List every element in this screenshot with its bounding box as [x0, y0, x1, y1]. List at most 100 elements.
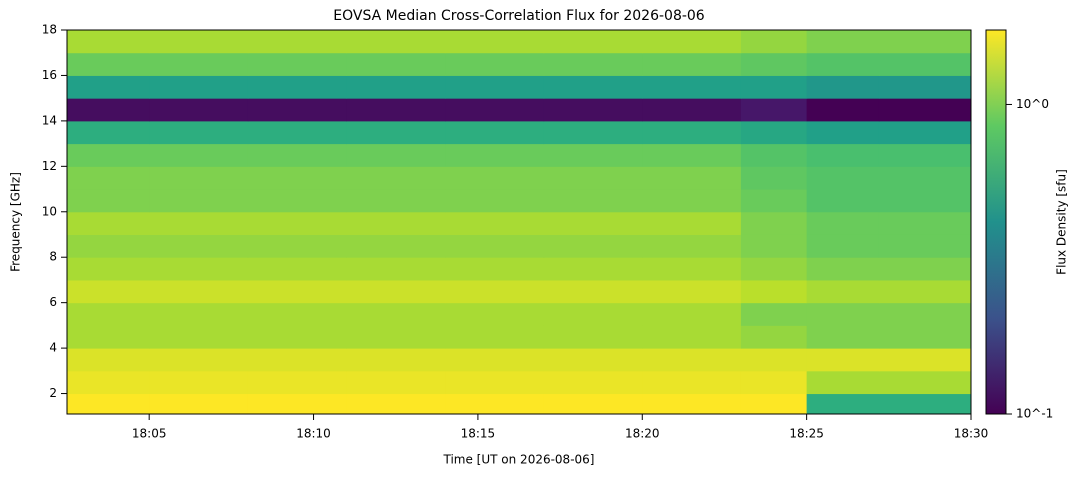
heatmap-cell — [67, 348, 150, 372]
heatmap-cell — [247, 348, 347, 372]
heatmap-cell — [642, 325, 742, 349]
heatmap-cell — [149, 370, 249, 395]
heatmap-cell — [67, 75, 150, 99]
heatmap-cell — [67, 143, 150, 167]
heatmap-cell — [346, 166, 446, 190]
heatmap-cell — [149, 348, 249, 372]
heatmap-cell — [642, 30, 742, 54]
heatmap-cell — [878, 143, 972, 167]
heatmap-cell — [67, 302, 150, 326]
heatmap-cell — [67, 30, 150, 54]
heatmap-cell — [806, 211, 880, 235]
heatmap-cell — [247, 166, 347, 190]
heatmap-cell — [67, 166, 150, 190]
heatmap-cell — [445, 52, 545, 76]
heatmap-cell — [878, 348, 972, 372]
heatmap-cell — [740, 211, 808, 235]
heatmap-cell — [740, 279, 808, 304]
heatmap-cell — [445, 75, 545, 99]
heatmap-cell — [346, 393, 446, 415]
heatmap-cell — [346, 52, 446, 76]
colorbar-tick-label: 10^0 — [1016, 97, 1049, 111]
heatmap-cell — [149, 325, 249, 349]
heatmap-cell — [806, 348, 880, 372]
heatmap-cell — [445, 279, 545, 304]
heatmap-cell — [445, 189, 545, 213]
heatmap-cell — [445, 30, 545, 54]
heatmap-cell — [878, 189, 972, 213]
heatmap-cell — [806, 143, 880, 167]
heatmap-cell — [642, 143, 742, 167]
heatmap-cell — [67, 234, 150, 258]
heatmap-cell — [740, 189, 808, 213]
heatmap-cell — [445, 348, 545, 372]
heatmap-cell — [642, 75, 742, 99]
heatmap-cell — [642, 348, 742, 372]
heatmap-cell — [740, 98, 808, 122]
heatmap-cell — [445, 211, 545, 235]
heatmap-cell — [247, 30, 347, 54]
heatmap-cell — [806, 279, 880, 304]
heatmap-cell — [543, 234, 643, 258]
heatmap-cell — [806, 52, 880, 76]
heatmap-cell — [445, 120, 545, 145]
y-tick-label: 4 — [49, 341, 57, 355]
heatmap-cell — [642, 98, 742, 122]
heatmap-cell — [740, 325, 808, 349]
heatmap-cell — [149, 211, 249, 235]
heatmap-cell — [642, 189, 742, 213]
heatmap-cell — [346, 98, 446, 122]
heatmap-cell — [346, 75, 446, 99]
heatmap-cell — [149, 120, 249, 145]
heatmap-cell — [740, 52, 808, 76]
y-axis-label: Frequency [GHz] — [9, 172, 23, 272]
heatmap-cell — [806, 257, 880, 281]
heatmap-cell — [740, 75, 808, 99]
heatmap-cell — [445, 325, 545, 349]
heatmap-cell — [543, 143, 643, 167]
heatmap-cell — [806, 120, 880, 145]
heatmap-cell — [543, 370, 643, 395]
heatmap-cell — [149, 189, 249, 213]
heatmap-cell — [806, 302, 880, 326]
y-tick-label: 6 — [49, 295, 57, 309]
heatmap-cell — [543, 30, 643, 54]
x-tick-label: 18:15 — [461, 427, 496, 441]
heatmap-cell — [543, 302, 643, 326]
heatmap-cell — [67, 98, 150, 122]
heatmap-cell — [642, 166, 742, 190]
heatmap-cell — [346, 257, 446, 281]
x-tick-label: 18:25 — [789, 427, 824, 441]
heatmap-cell — [806, 189, 880, 213]
heatmap-cell — [67, 211, 150, 235]
y-tick-label: 14 — [42, 113, 57, 127]
heatmap-cell — [740, 302, 808, 326]
heatmap-cell — [642, 52, 742, 76]
heatmap-cell — [346, 189, 446, 213]
heatmap-cell — [247, 393, 347, 415]
heatmap-cell — [543, 279, 643, 304]
heatmap-cell — [67, 120, 150, 145]
heatmap-cell — [67, 189, 150, 213]
heatmap-cell — [543, 211, 643, 235]
heatmap-cell — [740, 393, 808, 415]
heatmap-cell — [806, 166, 880, 190]
heatmap-cell — [247, 257, 347, 281]
heatmap-cell — [445, 257, 545, 281]
heatmap-cell — [878, 393, 972, 415]
heatmap-cell — [543, 393, 643, 415]
heatmap-cell — [149, 257, 249, 281]
heatmap-cell — [740, 166, 808, 190]
colorbar-tick-label: 10^-1 — [1016, 407, 1053, 421]
heatmap-cell — [247, 52, 347, 76]
heatmap-cell — [445, 143, 545, 167]
heatmap-cell — [445, 98, 545, 122]
heatmap-cell — [346, 279, 446, 304]
heatmap-cell — [878, 325, 972, 349]
heatmap-cell — [346, 348, 446, 372]
x-tick-label: 18:05 — [132, 427, 167, 441]
heatmap-cell — [878, 234, 972, 258]
colorbar — [985, 29, 1007, 415]
heatmap-cell — [806, 234, 880, 258]
heatmap-cell — [346, 302, 446, 326]
